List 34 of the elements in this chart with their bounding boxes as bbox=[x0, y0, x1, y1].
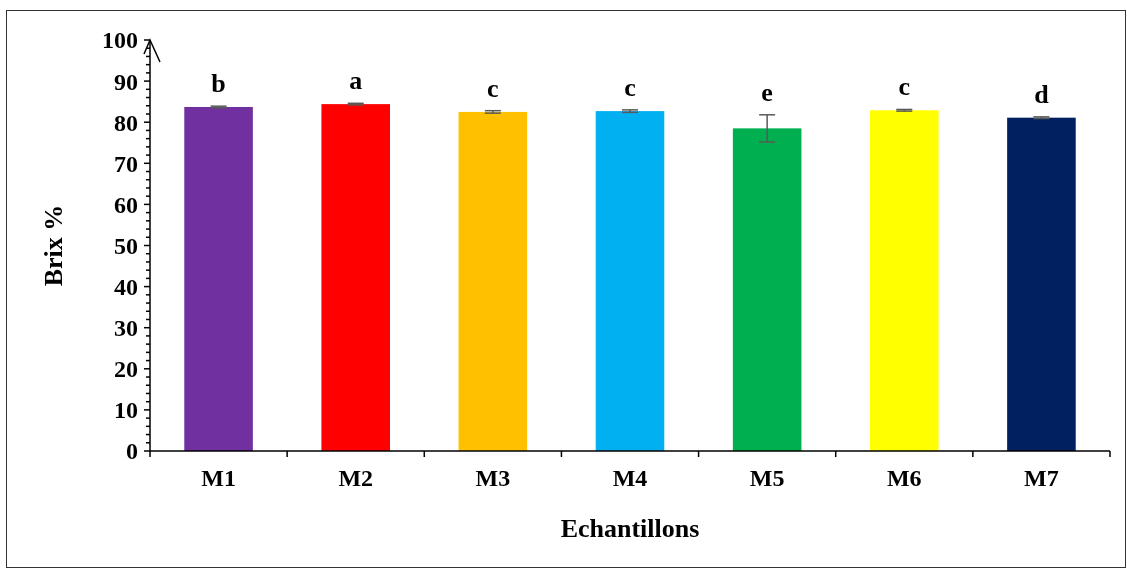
y-tick-label: 20 bbox=[114, 356, 138, 383]
y-tick-label: 30 bbox=[114, 315, 138, 342]
annotation: b bbox=[211, 69, 226, 99]
y-tick-label: 60 bbox=[114, 191, 138, 218]
x-tick-label: M1 bbox=[201, 465, 236, 491]
x-tick-label: M5 bbox=[749, 465, 785, 491]
bar bbox=[184, 106, 253, 451]
y-tick-label: 100 bbox=[102, 27, 138, 54]
bar bbox=[321, 104, 390, 451]
bar bbox=[870, 110, 939, 451]
x-tick-label: M7 bbox=[1024, 465, 1059, 491]
y-tick-label: 10 bbox=[114, 397, 138, 424]
x-tick-label: M2 bbox=[338, 465, 374, 491]
y-tick-label: 70 bbox=[114, 150, 138, 177]
x-tick-label: M6 bbox=[886, 465, 922, 491]
annotation: c bbox=[487, 73, 499, 103]
y-tick-label: 50 bbox=[114, 232, 138, 259]
bar bbox=[458, 111, 528, 451]
bar bbox=[595, 111, 665, 451]
y-tick-label: 40 bbox=[114, 274, 138, 300]
annotation: c bbox=[898, 72, 911, 102]
x-tick-label: M4 bbox=[612, 465, 648, 491]
bar bbox=[1007, 117, 1076, 451]
annotation: a bbox=[349, 66, 363, 96]
x-axis-title: Echantillons bbox=[560, 514, 700, 543]
x-tick-label: M3 bbox=[475, 465, 511, 491]
annotation: d bbox=[1034, 79, 1050, 109]
annotation: c bbox=[624, 72, 636, 102]
y-axis-title: Brix % bbox=[39, 204, 68, 287]
y-tick-label: 80 bbox=[114, 109, 138, 136]
y-tick-label: 0 bbox=[126, 438, 138, 465]
bar bbox=[732, 128, 802, 451]
y-tick-label: 90 bbox=[114, 68, 138, 95]
annotation: e bbox=[761, 77, 773, 107]
